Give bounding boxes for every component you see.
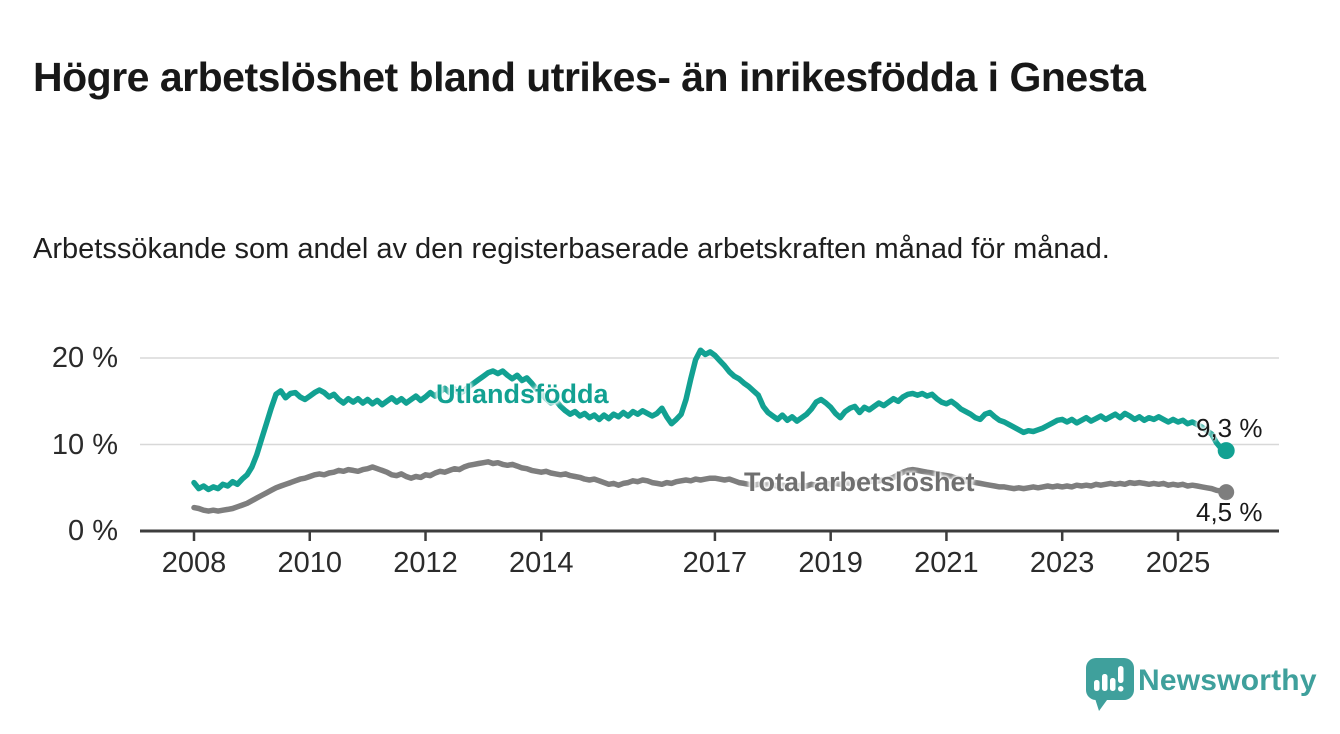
page-title: Högre arbetslöshet bland utrikes- än inr… <box>33 54 1146 101</box>
series-endpoint-utlandsfodda <box>1217 442 1235 460</box>
chart-subtitle: Arbetssökande som andel av den registerb… <box>33 233 1110 265</box>
x-tick-label-2021: 2021 <box>914 547 979 579</box>
end-value-label-utlandsfodda: 9,3 % <box>1196 413 1263 443</box>
gridlines <box>140 357 1279 533</box>
series-line-total-arbetsloshet <box>191 459 1229 514</box>
series-line-utlandsfodda <box>191 347 1229 493</box>
x-tick-label-2019: 2019 <box>798 547 863 579</box>
y-tick-label-0: 0 % <box>68 515 118 547</box>
speech-bubble-bar-chart-icon <box>1086 658 1134 711</box>
x-tick-label-2010: 2010 <box>277 547 342 579</box>
y-tick-label-20: 20 % <box>51 342 118 374</box>
x-tick-label-2014: 2014 <box>509 547 574 579</box>
series-endpoint-total-arbetsloshet <box>1218 484 1235 501</box>
x-tick-label-2017: 2017 <box>682 547 748 579</box>
x-tick-label-2008: 2008 <box>161 547 227 579</box>
newsworthy-wordmark: Newsworthy <box>1138 664 1317 697</box>
x-tick-label-2012: 2012 <box>393 547 458 579</box>
end-value-label-total-arbetsloshet: 4,5 % <box>1196 497 1263 527</box>
x-tick-label-2025: 2025 <box>1145 547 1211 579</box>
x-tick-label-2023: 2023 <box>1029 547 1095 579</box>
series-label-total-arbetsloshet: Total arbetslöshet <box>744 467 975 497</box>
series-label-utlandsfodda: Utlandsfödda <box>436 379 609 409</box>
y-tick-label-10: 10 % <box>51 428 118 461</box>
newsworthy-logo[interactable]: Newsworthy <box>1086 656 1317 712</box>
x-axis-ticks <box>192 531 1180 541</box>
